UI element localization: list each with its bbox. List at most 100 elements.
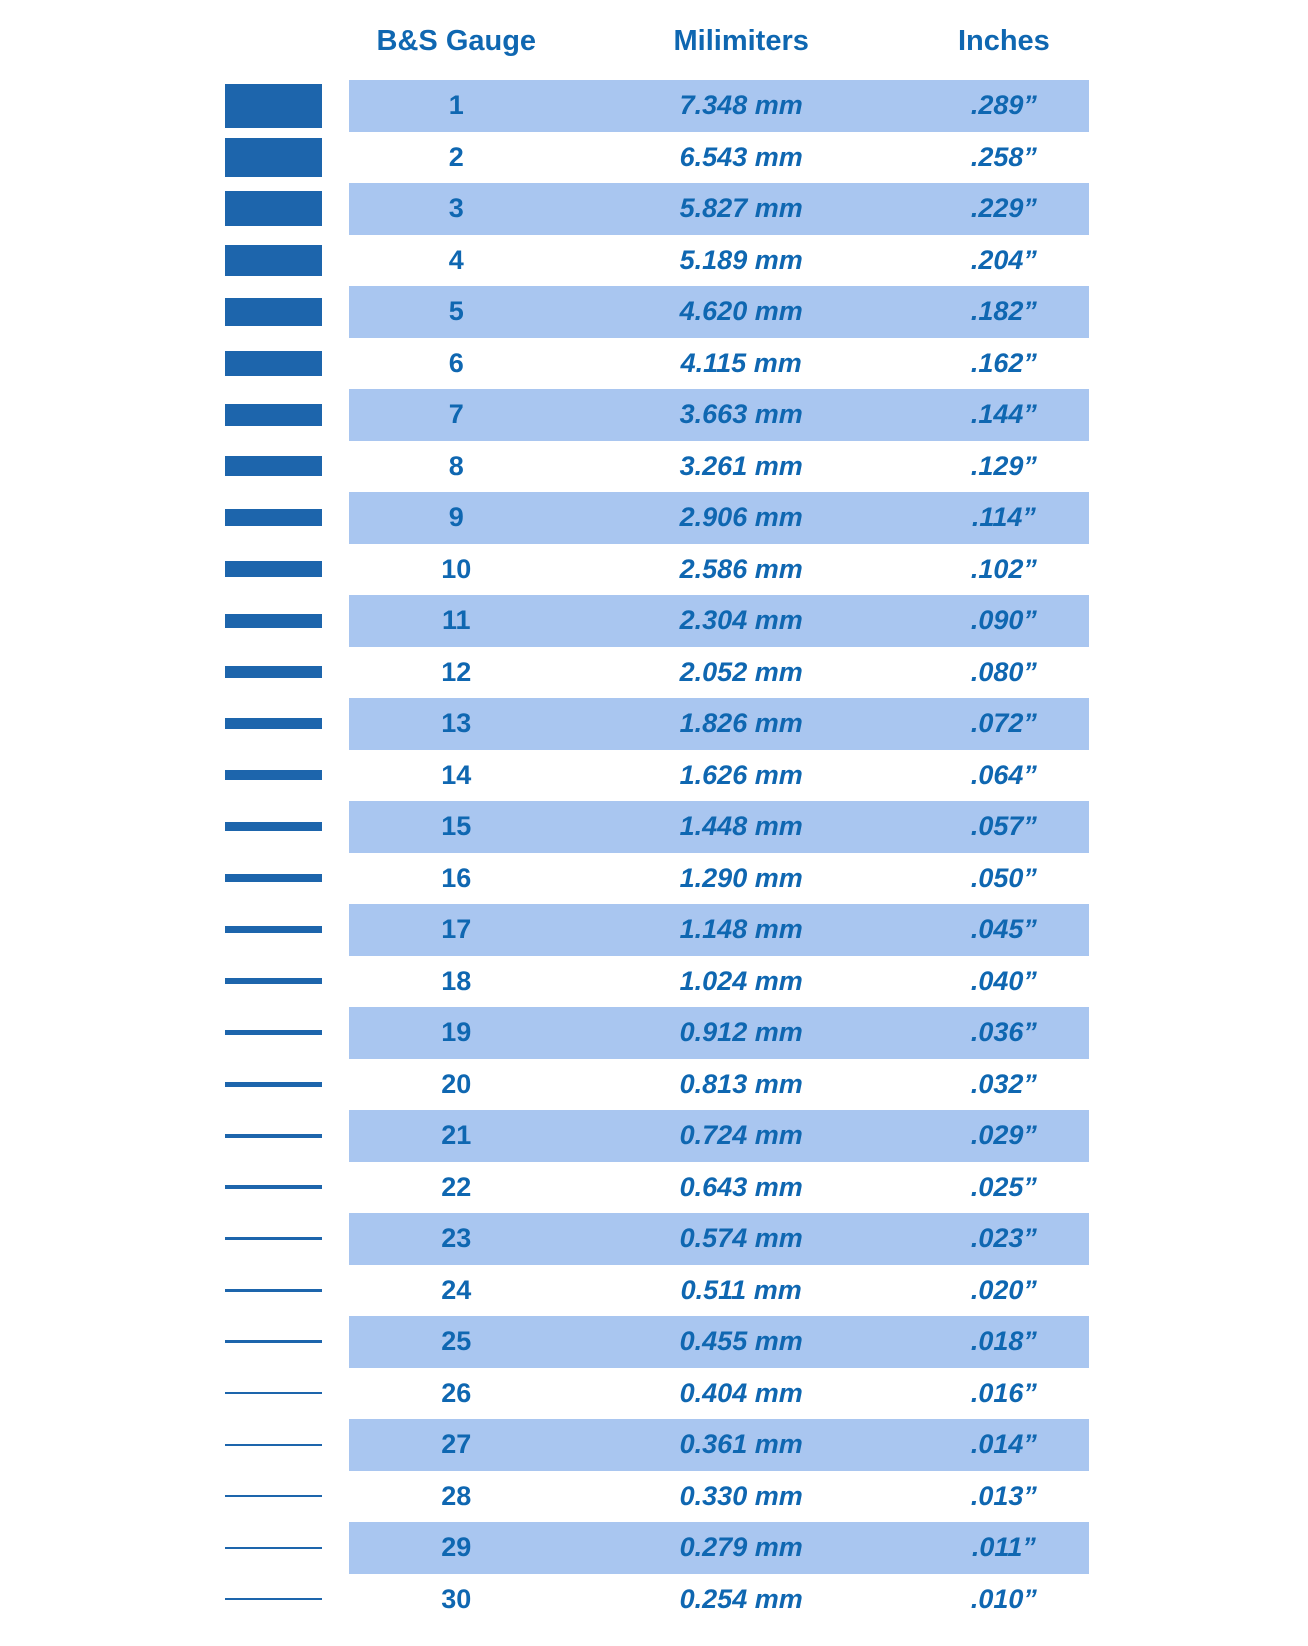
wire-thickness-bar: [225, 561, 322, 577]
bar-slot: [225, 1574, 322, 1626]
bar-slot: [225, 286, 322, 338]
table-row: 7 3.663 mm .144”: [349, 389, 1089, 441]
gauge-cell: 28: [441, 1480, 472, 1511]
inches-cell: .080”: [970, 656, 1037, 687]
gauge-cell: 13: [441, 708, 472, 739]
inches-cell: .013”: [970, 1480, 1037, 1511]
wire-thickness-bar: [225, 1185, 322, 1190]
millimeters-cell: 2.906 mm: [679, 502, 803, 533]
inches-cell: .229”: [970, 193, 1037, 224]
bar-slot: [225, 80, 322, 132]
bar-slot: [225, 492, 322, 544]
wire-thickness-bar: [225, 297, 322, 326]
gauge-cell: 23: [441, 1223, 472, 1254]
millimeters-cell: 1.448 mm: [679, 811, 803, 842]
table-row: 29 0.279 mm .011”: [349, 1522, 1089, 1574]
table-row: 14 1.626 mm .064”: [349, 750, 1089, 802]
inches-cell: .020”: [970, 1274, 1037, 1305]
bar-slot: [225, 338, 322, 390]
table-row: 4 5.189 mm .204”: [349, 235, 1089, 287]
bar-slot: [225, 183, 322, 235]
gauge-cell: 1: [448, 90, 464, 121]
table-row: 20 0.813 mm .032”: [349, 1059, 1089, 1111]
inches-cell: .114”: [971, 502, 1036, 533]
thickness-bars-column: [225, 80, 322, 1625]
inches-cell: .023”: [970, 1223, 1037, 1254]
gauge-cell: 29: [441, 1532, 472, 1563]
millimeters-cell: 0.279 mm: [679, 1532, 803, 1563]
gauge-cell: 5: [448, 296, 464, 327]
gauge-cell: 16: [441, 862, 472, 893]
gauge-cell: 12: [441, 656, 472, 687]
bar-slot: [225, 956, 322, 1008]
gauge-cell: 27: [441, 1429, 472, 1460]
bar-slot: [225, 1213, 322, 1265]
inches-cell: .258”: [970, 141, 1037, 172]
millimeters-cell: 1.024 mm: [679, 965, 803, 996]
table-row: 10 2.586 mm .102”: [349, 544, 1089, 596]
millimeters-cell: 0.813 mm: [679, 1068, 803, 1099]
millimeters-cell: 2.052 mm: [679, 656, 803, 687]
table-row: 16 1.290 mm .050”: [349, 853, 1089, 905]
bar-slot: [225, 595, 322, 647]
gauge-cell: 15: [441, 811, 472, 842]
inches-cell: .036”: [970, 1017, 1037, 1048]
wire-thickness-bar: [225, 1598, 322, 1600]
inches-cell: .057”: [970, 811, 1037, 842]
bar-slot: [225, 801, 322, 853]
inches-cell: .045”: [970, 914, 1037, 945]
millimeters-cell: 0.511 mm: [680, 1274, 802, 1305]
inches-cell: .090”: [970, 605, 1037, 636]
millimeters-cell: 1.826 mm: [679, 708, 803, 739]
millimeters-cell: 0.404 mm: [679, 1377, 803, 1408]
gauge-cell: 19: [441, 1017, 472, 1048]
table-row: 28 0.330 mm .013”: [349, 1471, 1089, 1523]
wire-thickness-bar: [225, 244, 322, 276]
gauge-cell: 25: [441, 1326, 472, 1357]
bar-slot: [225, 1162, 322, 1214]
wire-thickness-bar: [225, 456, 322, 477]
bar-slot: [225, 750, 322, 802]
bar-slot: [225, 698, 322, 750]
millimeters-cell: 1.626 mm: [679, 759, 803, 790]
inches-cell: .072”: [970, 708, 1037, 739]
millimeters-cell: 0.361 mm: [679, 1429, 803, 1460]
bar-slot: [225, 1110, 322, 1162]
bar-slot: [225, 1316, 322, 1368]
bar-slot: [225, 132, 322, 184]
millimeters-cell: 5.827 mm: [679, 193, 803, 224]
wire-thickness-bar: [225, 1495, 322, 1498]
inches-cell: .129”: [970, 450, 1037, 481]
inches-cell: .040”: [970, 965, 1037, 996]
wire-thickness-bar: [225, 926, 322, 934]
wire-thickness-bar: [225, 1288, 322, 1292]
inches-cell: .025”: [970, 1171, 1037, 1202]
inches-cell: .144”: [970, 399, 1037, 430]
inches-cell: .102”: [970, 553, 1037, 584]
gauge-cell: 2: [448, 141, 464, 172]
gauge-cell: 8: [448, 450, 464, 481]
millimeters-cell: 3.261 mm: [679, 450, 803, 481]
table-row: 15 1.448 mm .057”: [349, 801, 1089, 853]
bar-slot: [225, 1419, 322, 1471]
bar-slot: [225, 389, 322, 441]
bar-slot: [225, 235, 322, 287]
inches-cell: .162”: [970, 347, 1037, 378]
table-row: 30 0.254 mm .010”: [349, 1574, 1089, 1626]
table-row: 17 1.148 mm .045”: [349, 904, 1089, 956]
wire-thickness-bar: [225, 1340, 322, 1344]
millimeters-cell: 0.254 mm: [679, 1583, 803, 1614]
millimeters-cell: 3.663 mm: [679, 399, 803, 430]
table-row: 3 5.827 mm .229”: [349, 183, 1089, 235]
bar-slot: [225, 441, 322, 493]
inches-cell: .289”: [970, 90, 1037, 121]
wire-thickness-bar: [225, 978, 322, 985]
table-row: 5 4.620 mm .182”: [349, 286, 1089, 338]
millimeters-cell: 0.574 mm: [679, 1223, 803, 1254]
wire-thickness-bar: [225, 1030, 322, 1036]
inches-cell: .032”: [970, 1068, 1037, 1099]
inches-cell: .204”: [970, 244, 1037, 275]
table-row: 13 1.826 mm .072”: [349, 698, 1089, 750]
millimeters-cell: 7.348 mm: [679, 90, 803, 121]
wire-thickness-bar: [225, 191, 322, 227]
